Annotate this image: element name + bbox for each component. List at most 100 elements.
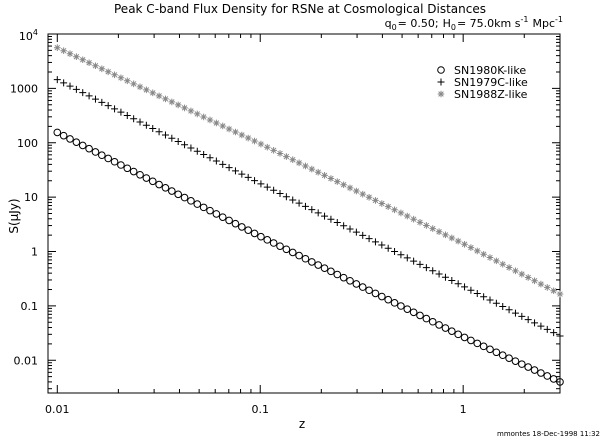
chart-title: Peak C-band Flux Density for RSNe at Cos… (114, 2, 486, 16)
data-point (263, 236, 272, 244)
y-tick-label: 0.1 (21, 300, 39, 313)
data-point (524, 274, 532, 281)
y-axis-label: S(μJy) (7, 198, 21, 233)
data-point (130, 115, 138, 123)
data-point (212, 157, 220, 165)
data-point (473, 339, 482, 348)
data-point (397, 209, 405, 217)
data-point (142, 174, 151, 182)
data-point (111, 105, 119, 113)
data-point (59, 131, 68, 140)
data-point (524, 363, 532, 371)
data-point (365, 235, 373, 243)
data-point (358, 283, 367, 291)
data-point (403, 212, 411, 220)
data-point (218, 213, 227, 221)
data-point (301, 254, 310, 263)
data-point (460, 333, 469, 342)
data-point (200, 151, 208, 159)
data-point (98, 65, 106, 73)
data-point (111, 71, 118, 79)
data-point (308, 258, 316, 266)
data-point (416, 311, 424, 320)
data-point (353, 187, 360, 195)
data-point (511, 309, 519, 317)
data-point (333, 219, 341, 227)
data-point (524, 316, 532, 324)
data-point (365, 193, 373, 201)
data-point (98, 98, 106, 106)
data-point (391, 247, 399, 255)
data-point (263, 183, 271, 191)
data-point (359, 231, 367, 239)
data-point (295, 199, 303, 207)
data-point (199, 203, 208, 212)
data-point (238, 223, 246, 231)
data-point (384, 203, 392, 210)
data-point (193, 147, 201, 155)
legend-marker (437, 66, 445, 74)
data-point (302, 162, 309, 170)
data-point (320, 264, 329, 272)
data-point (531, 319, 539, 327)
data-point (295, 159, 303, 167)
data-point (283, 153, 290, 160)
data-point (78, 141, 87, 150)
axis-tick-labels: 0.01 0.1 1 0.01 0.1 1 10 100 1000 (10, 82, 467, 416)
data-point (410, 257, 418, 265)
data-point (492, 348, 501, 357)
data-point (282, 193, 290, 201)
data-point (53, 128, 62, 137)
data-point (314, 209, 322, 217)
data-point (269, 239, 278, 247)
data-point (467, 336, 475, 345)
data-point (429, 225, 437, 232)
data-point (327, 175, 335, 182)
data-point (473, 289, 481, 297)
data-point (384, 244, 392, 252)
data-point (543, 372, 552, 380)
data-point (250, 229, 259, 238)
data-point (270, 147, 277, 154)
data-point (206, 154, 214, 162)
data-point (428, 317, 437, 326)
data-point (435, 321, 443, 329)
data-point (72, 138, 81, 146)
data-point (117, 74, 125, 82)
data-point (219, 122, 227, 130)
data-point (187, 144, 195, 152)
data-point (143, 86, 150, 94)
data-point (219, 160, 227, 168)
data-point (403, 254, 411, 262)
data-point (282, 245, 291, 254)
data-point (148, 177, 157, 186)
data-point (461, 240, 468, 248)
data-point (155, 128, 163, 136)
data-point (117, 161, 125, 169)
data-point (79, 56, 87, 64)
data-point (136, 83, 144, 91)
x-tick-label: 0.1 (251, 403, 269, 416)
data-point (441, 273, 449, 281)
legend-marker (437, 78, 445, 86)
data-point (505, 354, 513, 362)
data-point (187, 197, 195, 205)
data-point (212, 210, 221, 218)
data-point (231, 167, 239, 175)
data-point (136, 118, 144, 126)
data-point (531, 277, 538, 285)
data-point (442, 231, 449, 239)
data-point (479, 342, 488, 351)
data-point (123, 164, 132, 173)
data-point (181, 141, 189, 149)
y-top-tick-label: 104 (19, 28, 38, 43)
data-point (168, 187, 176, 195)
chart-subtitle: q0= 0.50; H0= 75.0km s-1 Mpc-1 (385, 15, 563, 32)
data-point (162, 95, 169, 103)
data-point (518, 360, 526, 368)
data-point (104, 102, 112, 110)
data-point (333, 178, 341, 185)
data-point (225, 125, 233, 133)
data-point (543, 325, 551, 333)
axis-ticks (47, 33, 561, 393)
